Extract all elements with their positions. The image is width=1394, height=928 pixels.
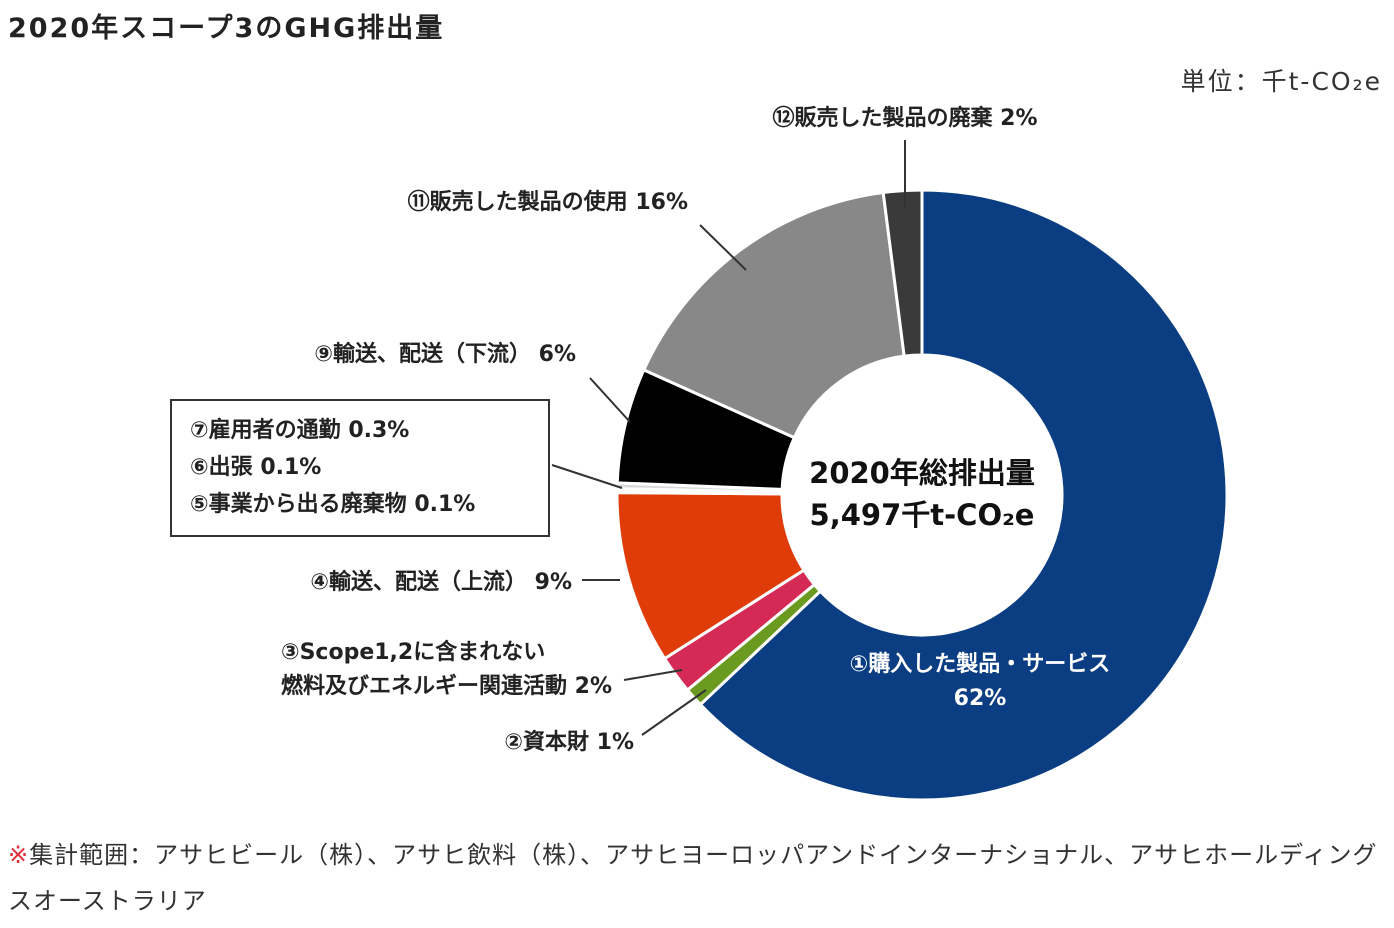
- value-label: 6%: [538, 342, 576, 367]
- slice-label: ⑫販売した製品の廃棄 2%: [755, 102, 1055, 136]
- slice-label: ⑥出張 0.1%: [190, 451, 321, 485]
- category-label: ①購入した製品・サービス: [849, 652, 1111, 677]
- category-label: ③Scope1,2に含まれない 燃料及びエネルギー関連活動: [280, 640, 567, 699]
- category-label: ⑪販売した製品の使用: [407, 190, 628, 215]
- note-text: 集計範囲：アサヒビール（株）、アサヒ飲料（株）、アサヒヨーロッパアンドインターナ…: [8, 841, 1378, 915]
- label-box: [170, 399, 550, 537]
- slice-label: ⑦雇用者の通勤 0.3%: [190, 414, 409, 448]
- leader-line: [699, 224, 747, 271]
- value-label: 1%: [596, 730, 634, 755]
- unit-label: 単位：千t-CO₂e: [1180, 67, 1382, 96]
- donut-slice: [698, 188, 1229, 802]
- value-label: 16%: [635, 190, 688, 215]
- chart-title: 2020年スコープ3のGHG排出量: [8, 13, 445, 44]
- value-label: 62%: [953, 686, 1007, 711]
- value-label: 0.3%: [348, 418, 410, 443]
- category-label: ⑤事業から出る廃棄物: [190, 492, 407, 517]
- leader-line: [641, 689, 707, 736]
- slice-label: ⑪販売した製品の使用 16%: [408, 186, 688, 220]
- category-label: ④輸送、配送（上流）: [310, 570, 527, 595]
- leader-line: [623, 669, 683, 681]
- category-label: ⑥出張: [190, 455, 253, 480]
- leader-line: [551, 464, 623, 489]
- slice-label: ②資本財 1%: [504, 726, 634, 760]
- note-mark: ※: [8, 841, 30, 869]
- category-label: ⑦雇用者の通勤: [190, 418, 341, 443]
- category-label: ⑫販売した製品の廃棄: [772, 106, 993, 131]
- center-label: 5,497千t-CO₂e: [810, 498, 1035, 532]
- slice-label: ③Scope1,2に含まれない 燃料及びエネルギー関連活動 2%: [281, 636, 612, 704]
- slice-label: ①購入した製品・サービス 62%: [830, 648, 1130, 716]
- value-label: 0.1%: [414, 492, 476, 517]
- slice-label: ⑤事業から出る廃棄物 0.1%: [190, 488, 475, 522]
- donut-slice: [881, 188, 924, 358]
- center-label: 2020年総排出量: [809, 456, 1035, 490]
- donut-slice: [641, 190, 906, 440]
- slice-label: ⑨輸送、配送（下流） 6%: [314, 338, 576, 372]
- leader-line: [589, 377, 631, 423]
- footnote: ※集計範囲：アサヒビール（株）、アサヒ飲料（株）、アサヒヨーロッパアンドインター…: [8, 832, 1388, 924]
- category-label: ⑨輸送、配送（下流）: [314, 342, 531, 367]
- slice-label: ④輸送、配送（上流） 9%: [310, 566, 572, 600]
- value-label: 2%: [1000, 106, 1038, 131]
- category-label: ②資本財: [504, 730, 589, 755]
- value-label: 2%: [574, 674, 612, 699]
- value-label: 0.1%: [260, 455, 322, 480]
- value-label: 9%: [534, 570, 572, 595]
